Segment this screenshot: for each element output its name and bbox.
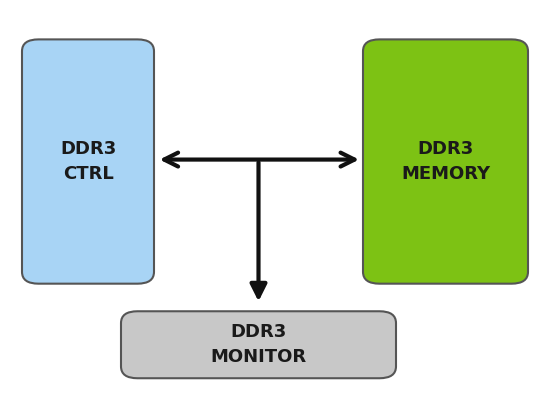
FancyBboxPatch shape <box>22 39 154 284</box>
FancyBboxPatch shape <box>363 39 528 284</box>
Text: DDR3
CTRL: DDR3 CTRL <box>60 140 116 183</box>
Text: DDR3
MEMORY: DDR3 MEMORY <box>401 140 490 183</box>
Text: DDR3
MONITOR: DDR3 MONITOR <box>211 323 306 366</box>
FancyBboxPatch shape <box>121 311 396 378</box>
